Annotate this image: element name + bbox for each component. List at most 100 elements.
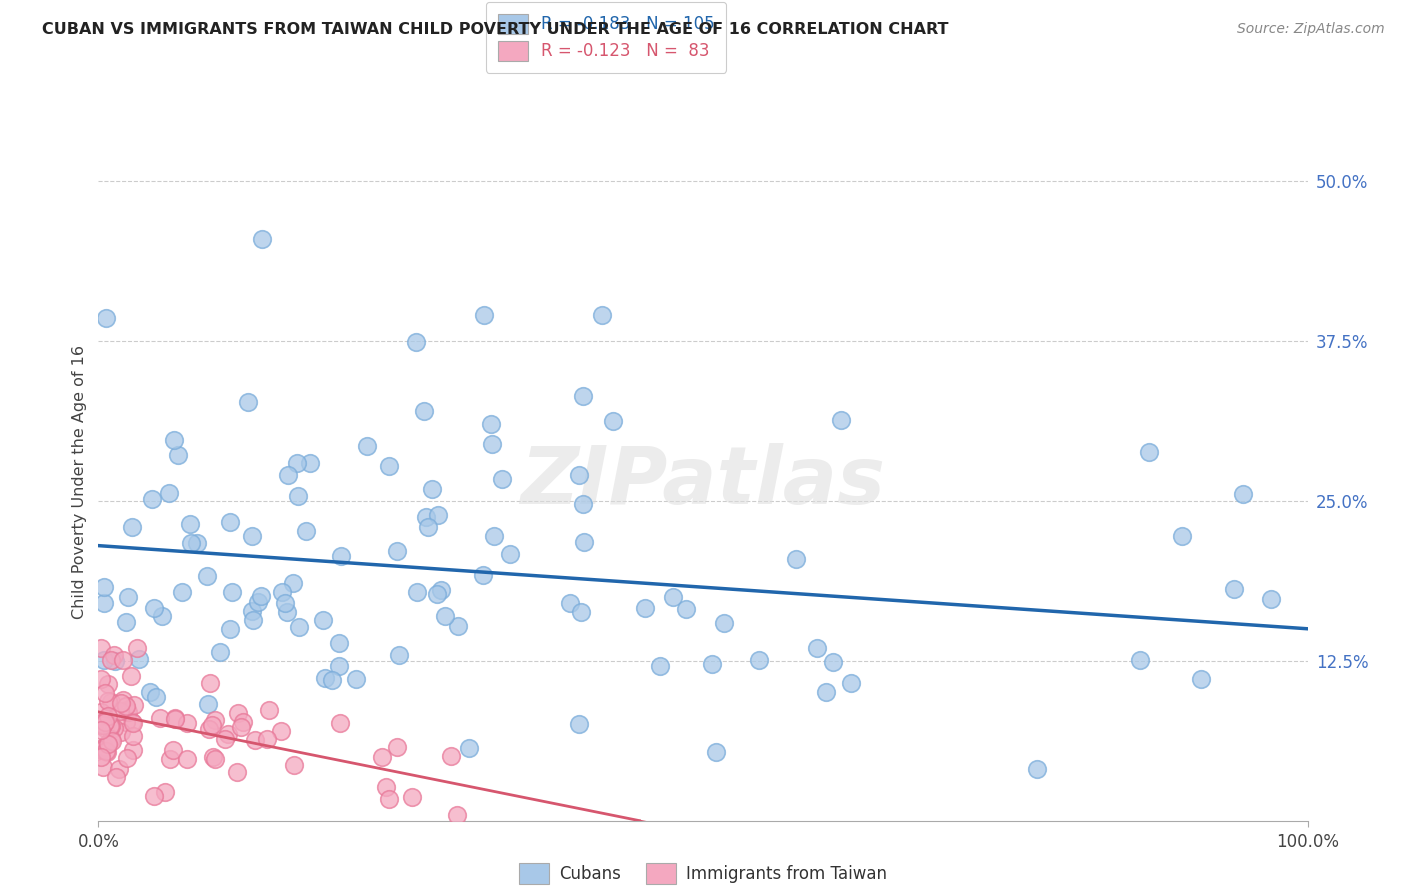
Point: [388, 648, 411, 662]
Point: [91, 718, 114, 732]
Point: [139, 685, 162, 699]
Point: [91, 759, 114, 773]
Point: [405, 334, 427, 349]
Point: [830, 413, 852, 427]
Point: [1026, 763, 1049, 777]
Point: [179, 516, 201, 531]
Point: [100, 695, 122, 709]
Point: [283, 758, 305, 772]
Point: [247, 595, 270, 609]
Point: [141, 491, 163, 506]
Text: CUBAN VS IMMIGRANTS FROM TAIWAN CHILD POVERTY UNDER THE AGE OF 16 CORRELATION CH: CUBAN VS IMMIGRANTS FROM TAIWAN CHILD PO…: [42, 22, 949, 37]
Point: [277, 467, 299, 482]
Point: [491, 472, 513, 486]
Point: [93, 596, 115, 610]
Point: [479, 417, 502, 432]
Point: [748, 653, 770, 667]
Point: [378, 792, 401, 806]
Text: ZIPatlas: ZIPatlas: [520, 442, 886, 521]
Y-axis label: Child Poverty Under the Age of 16: Child Poverty Under the Age of 16: [72, 344, 87, 619]
Point: [257, 703, 280, 717]
Point: [145, 690, 167, 704]
Point: [97, 676, 120, 690]
Point: [1170, 529, 1192, 543]
Point: [274, 596, 297, 610]
Point: [662, 590, 685, 604]
Point: [104, 770, 127, 784]
Point: [176, 752, 198, 766]
Point: [572, 389, 595, 403]
Point: [108, 704, 131, 718]
Point: [250, 589, 273, 603]
Point: [568, 717, 591, 731]
Point: [115, 714, 138, 729]
Point: [103, 648, 125, 662]
Point: [299, 456, 322, 470]
Point: [821, 655, 844, 669]
Point: [202, 750, 225, 764]
Point: [100, 732, 122, 747]
Point: [240, 529, 263, 543]
Point: [412, 404, 434, 418]
Point: [198, 723, 221, 737]
Point: [426, 587, 449, 601]
Point: [568, 468, 591, 483]
Point: [117, 706, 139, 720]
Point: [374, 780, 396, 794]
Point: [219, 515, 242, 529]
Point: [143, 789, 166, 803]
Point: [100, 718, 122, 732]
Point: [704, 745, 727, 759]
Point: [201, 718, 224, 732]
Point: [121, 520, 143, 534]
Point: [328, 659, 350, 673]
Point: [440, 748, 463, 763]
Point: [226, 765, 249, 780]
Point: [378, 458, 401, 473]
Point: [100, 653, 122, 667]
Point: [142, 600, 165, 615]
Point: [472, 308, 495, 322]
Point: [180, 536, 202, 550]
Point: [162, 743, 184, 757]
Point: [104, 654, 127, 668]
Point: [101, 734, 124, 748]
Point: [90, 673, 112, 687]
Point: [560, 596, 582, 610]
Point: [90, 715, 112, 730]
Point: [97, 694, 120, 708]
Point: [427, 508, 450, 523]
Point: [167, 448, 190, 462]
Point: [221, 585, 243, 599]
Point: [198, 676, 221, 690]
Point: [96, 737, 118, 751]
Point: [120, 669, 142, 683]
Point: [90, 640, 112, 655]
Point: [294, 524, 316, 538]
Point: [232, 714, 254, 729]
Point: [90, 749, 112, 764]
Point: [117, 590, 139, 604]
Point: [127, 640, 149, 655]
Point: [1260, 591, 1282, 606]
Point: [713, 615, 735, 630]
Point: [446, 619, 468, 633]
Point: [115, 698, 138, 713]
Point: [115, 703, 138, 717]
Point: [96, 745, 118, 759]
Point: [1189, 672, 1212, 686]
Point: [236, 395, 259, 409]
Point: [159, 752, 181, 766]
Point: [1129, 653, 1152, 667]
Point: [107, 762, 129, 776]
Point: [204, 713, 226, 727]
Point: [93, 653, 115, 667]
Point: [385, 739, 408, 754]
Point: [128, 652, 150, 666]
Legend: Cubans, Immigrants from Taiwan: Cubans, Immigrants from Taiwan: [512, 856, 894, 890]
Point: [401, 789, 423, 804]
Point: [111, 653, 134, 667]
Point: [90, 742, 112, 756]
Point: [97, 708, 120, 723]
Point: [1232, 486, 1254, 500]
